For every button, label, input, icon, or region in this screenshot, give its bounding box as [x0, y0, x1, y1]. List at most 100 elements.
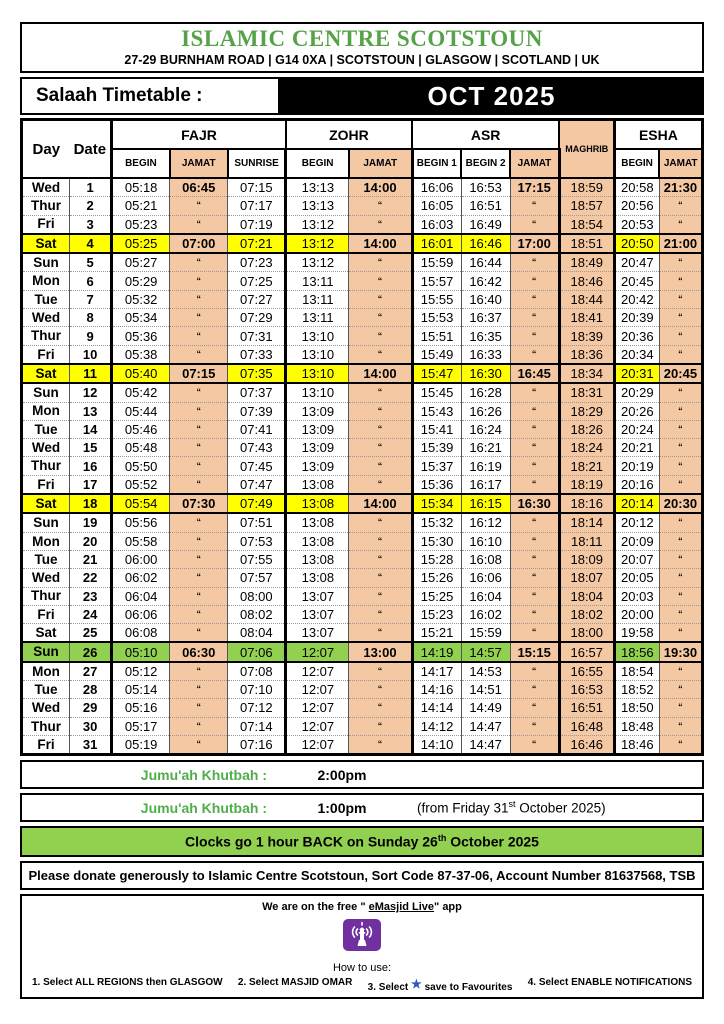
zohr-jamat-cell: “ — [348, 344, 414, 365]
asr-begin1-cell: 15:36 — [411, 474, 462, 495]
maghrib-cell: 18:36 — [558, 344, 616, 365]
zohr-jamat-cell: “ — [348, 326, 414, 346]
zohr-begin-cell: 13:08 — [285, 549, 350, 570]
asr-begin1-cell: 15:37 — [411, 456, 462, 476]
asr-begin1-cell: 14:10 — [411, 734, 462, 756]
day-cell: Sat — [20, 362, 71, 385]
esha-jamat-cell: “ — [658, 549, 704, 570]
timetable-row: Fri 10 05:38 “07:33 13:10 “15:49 16:33 “18:36 20… — [20, 344, 704, 365]
day-cell: Thur — [20, 456, 71, 476]
zohr-begin-cell: 13:10 — [285, 382, 350, 403]
asr-begin2-cell: 14:49 — [460, 698, 511, 718]
esha-begin-cell: 20:34 — [613, 344, 660, 365]
date-cell: 15 — [69, 438, 114, 458]
sunrise-cell: 08:02 — [227, 604, 288, 625]
date-cell: 14 — [69, 419, 114, 440]
asr-jamat-cell: “ — [509, 326, 561, 346]
esha-jamat-cell: “ — [658, 512, 704, 533]
timetable-row: Mon 27 05:12 “07:08 12:07 “14:17 14:53 “16:55 18… — [20, 661, 704, 682]
esha-begin-cell: 20:14 — [613, 493, 660, 515]
zohr-begin-cell: 13:08 — [285, 568, 350, 588]
zohr-begin-cell: 13:07 — [285, 586, 350, 606]
esha-jamat-cell: “ — [658, 456, 704, 476]
esha-jamat-cell: “ — [658, 401, 704, 421]
esha-jamat-cell: “ — [658, 623, 704, 643]
date-cell: 27 — [69, 661, 114, 682]
date-cell: 21 — [69, 549, 114, 570]
zohr-jamat-cell: “ — [348, 456, 414, 476]
zohr-begin-cell: 12:07 — [285, 698, 350, 718]
asr-begin2-cell: 16:42 — [460, 271, 511, 291]
sunrise-cell: 07:33 — [227, 344, 288, 365]
asr-begin2-cell: 16:06 — [460, 568, 511, 588]
date-cell: 30 — [69, 716, 114, 736]
org-address: 27-29 BURNHAM ROAD | G14 0XA | SCOTSTOUN… — [124, 53, 600, 67]
maghrib-cell: 18:34 — [558, 362, 616, 385]
day-cell: Tue — [20, 419, 71, 440]
asr-jamat-cell: “ — [509, 604, 561, 625]
zohr-jamat-cell: “ — [348, 289, 414, 310]
maghrib-cell: 18:29 — [558, 401, 616, 421]
asr-begin2-cell: 16:33 — [460, 344, 511, 365]
esha-begin-cell: 20:36 — [613, 326, 660, 346]
day-cell: Sat — [20, 623, 71, 643]
asr-jamat-cell: “ — [509, 308, 561, 328]
asr-jamat-cell: “ — [509, 698, 561, 718]
day-cell: Wed — [20, 438, 71, 458]
zohr-jamat-cell: “ — [348, 308, 414, 328]
fajr-begin-cell: 05:46 — [111, 419, 171, 440]
fajr-jamat-cell: “ — [169, 438, 229, 458]
esha-begin-cell: 20:07 — [613, 549, 660, 570]
asr-begin2-cell: 16:26 — [460, 401, 511, 421]
esha-jamat-cell: “ — [658, 214, 704, 235]
date-cell: 31 — [69, 734, 114, 756]
sunrise-cell: 07:55 — [227, 549, 288, 570]
maghrib-cell: 18:59 — [558, 177, 616, 198]
asr-begin2-cell: 14:47 — [460, 734, 511, 756]
esha-begin-cell: 20:05 — [613, 568, 660, 588]
emasjid-live-link[interactable]: eMasjid Live — [368, 901, 435, 914]
fajr-begin-cell: 06:04 — [111, 586, 171, 606]
asr-begin2-cell: 16:21 — [460, 438, 511, 458]
date-cell: 23 — [69, 586, 114, 606]
fajr-jamat-cell: “ — [169, 289, 229, 310]
date-cell: 17 — [69, 474, 114, 495]
zohr-jamat-cell: “ — [348, 623, 414, 643]
step-1: 1. Select ALL REGIONS then GLASGOW — [32, 977, 223, 989]
col-header-fajr: FAJR — [110, 118, 287, 150]
zohr-jamat-cell: 13:00 — [348, 641, 414, 663]
zohr-begin-cell: 13:12 — [285, 214, 350, 235]
day-cell: Wed — [20, 308, 71, 328]
timetable-page: ISLAMIC CENTRE SCOTSTOUN 27-29 BURNHAM R… — [20, 22, 704, 1000]
asr-jamat-cell: “ — [509, 214, 561, 235]
date-cell: 24 — [69, 604, 114, 625]
zohr-begin-cell: 13:08 — [285, 493, 350, 515]
zohr-jamat-cell: “ — [348, 604, 414, 625]
maghrib-cell: 18:39 — [558, 326, 616, 346]
fajr-jamat-cell: “ — [169, 344, 229, 365]
esha-jamat-cell: “ — [658, 680, 704, 700]
asr-begin2-cell: 16:10 — [460, 531, 511, 551]
fajr-jamat-cell: “ — [169, 623, 229, 643]
asr-begin1-cell: 15:32 — [411, 512, 462, 533]
fajr-begin-cell: 06:08 — [111, 623, 171, 643]
asr-begin1-cell: 16:01 — [411, 232, 462, 255]
maghrib-cell: 18:21 — [558, 456, 616, 476]
maghrib-cell: 18:41 — [558, 308, 616, 328]
asr-begin2-cell: 16:46 — [460, 232, 511, 255]
fajr-jamat-cell: “ — [169, 698, 229, 718]
day-cell: Wed — [20, 568, 71, 588]
maghrib-cell: 18:51 — [558, 232, 616, 255]
asr-begin1-cell: 15:25 — [411, 586, 462, 606]
asr-begin2-cell: 15:59 — [460, 623, 511, 643]
zohr-begin-cell: 13:12 — [285, 232, 350, 255]
zohr-jamat-cell: “ — [348, 512, 414, 533]
day-cell: Thur — [20, 586, 71, 606]
esha-jamat-cell: “ — [658, 734, 704, 756]
asr-jamat-cell: “ — [509, 474, 561, 495]
sunrise-cell: 07:12 — [227, 698, 288, 718]
esha-jamat-cell: “ — [658, 308, 704, 328]
sunrise-cell: 07:27 — [227, 289, 288, 310]
day-cell: Tue — [20, 289, 71, 310]
day-cell: Mon — [20, 271, 71, 291]
